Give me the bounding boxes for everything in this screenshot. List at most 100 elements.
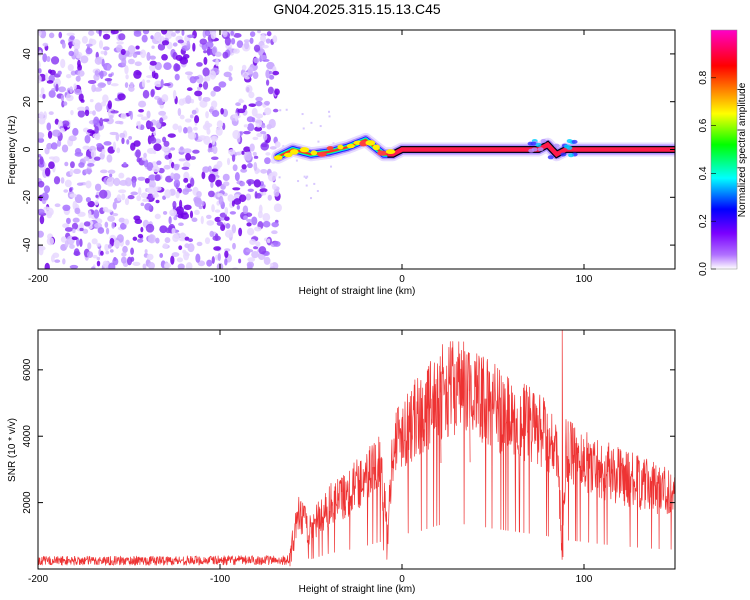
noise-speckle — [177, 125, 183, 133]
noise-speckle — [145, 121, 154, 128]
noise-speckle — [116, 41, 124, 45]
noise-speckle — [169, 209, 177, 217]
noise-speckle — [104, 243, 110, 252]
noise-speckle — [156, 160, 162, 166]
noise-speckle — [82, 145, 90, 150]
noise-speckle — [82, 228, 89, 234]
noise-speckle — [172, 173, 181, 181]
noise-speckle — [244, 41, 250, 50]
noise-speckle — [274, 88, 280, 96]
ridge-blob — [365, 140, 376, 146]
noise-speckle — [249, 143, 255, 152]
noise-speckle — [265, 38, 271, 44]
noise-speckle — [46, 56, 51, 63]
noise-speckle — [146, 161, 154, 171]
noise-speckle — [102, 260, 109, 268]
noise-speckle — [268, 70, 273, 75]
noise-speckle — [105, 227, 110, 235]
noise-speckle — [119, 179, 128, 186]
colorbar-frame — [710, 29, 738, 270]
spectrogram-x-tick-label: 100 — [576, 274, 593, 285]
noise-speckle — [153, 72, 159, 80]
noise-speckle — [68, 135, 77, 142]
noise-speckle — [118, 172, 125, 179]
noise-speckle — [146, 51, 151, 61]
noise-speckle — [230, 30, 235, 36]
noise-speckle — [94, 102, 103, 112]
spectrogram-x-ticks: -200 -100 0 100 — [28, 30, 593, 285]
noise-speckle — [249, 238, 257, 246]
noise-speckle — [159, 117, 164, 124]
noise-speckle — [177, 39, 184, 44]
noise-speckle — [245, 193, 252, 201]
noise-speckle — [61, 144, 69, 153]
noise-speckle — [199, 99, 208, 108]
noise-speckle — [220, 223, 226, 232]
noise-speckle — [227, 194, 234, 203]
noise-speckle — [253, 179, 261, 188]
spectrogram-x-label: Height of straight line (km) — [299, 286, 416, 297]
noise-speckle — [69, 35, 75, 40]
noise-speckle — [109, 131, 119, 136]
noise-speckle — [173, 164, 180, 171]
noise-speckle — [104, 78, 113, 82]
noise-speckle — [61, 42, 66, 49]
noise-speckle — [263, 100, 271, 106]
noise-speckle — [319, 125, 322, 128]
noise-speckle — [72, 127, 79, 136]
noise-speckle — [212, 145, 218, 155]
noise-speckle — [89, 98, 94, 103]
noise-speckle — [194, 197, 202, 207]
noise-speckle — [262, 213, 271, 222]
noise-speckle — [76, 182, 84, 186]
noise-speckle — [96, 256, 101, 261]
noise-speckle — [118, 33, 126, 41]
noise-speckle — [48, 161, 55, 169]
noise-speckle — [85, 196, 91, 203]
noise-speckle — [87, 242, 92, 250]
snr-y-tick-label: 6000 — [22, 358, 33, 381]
noise-speckle — [242, 205, 249, 215]
noise-speckle — [185, 95, 192, 104]
noise-speckle — [149, 126, 156, 132]
noise-speckle — [42, 42, 49, 47]
noise-speckle — [130, 247, 134, 255]
noise-speckle — [222, 173, 230, 182]
snr-y-ticks: 2000 4000 6000 — [22, 358, 675, 514]
figure-title: GN04.2025.315.15.13.C45 — [273, 1, 441, 17]
noise-speckle — [191, 109, 197, 115]
noise-speckle — [121, 193, 126, 201]
noise-speckle — [235, 102, 241, 107]
noise-speckle — [45, 72, 49, 82]
noise-speckle — [181, 30, 185, 36]
noise-speckle — [55, 83, 59, 92]
noise-speckle — [273, 240, 281, 247]
noise-speckle — [48, 90, 56, 98]
noise-speckle — [87, 79, 97, 85]
noise-speckle — [147, 261, 155, 269]
noise-speckle — [211, 168, 219, 172]
noise-speckle — [38, 154, 42, 158]
noise-speckle — [99, 169, 108, 174]
noise-speckle — [100, 50, 105, 55]
noise-speckle — [154, 80, 163, 88]
noise-speckle — [305, 184, 308, 187]
noise-speckle — [199, 38, 208, 45]
ridge-blob — [530, 141, 537, 146]
noise-speckle — [267, 86, 274, 95]
noise-speckle — [109, 114, 114, 119]
noise-speckle — [187, 132, 197, 140]
noise-speckle — [259, 188, 268, 193]
noise-speckle — [202, 67, 210, 77]
noise-speckle — [173, 179, 181, 188]
noise-speckle — [168, 152, 173, 159]
noise-speckle — [94, 200, 99, 206]
noise-speckle-region — [38, 30, 335, 269]
noise-speckle — [204, 237, 211, 245]
noise-speckle — [215, 179, 222, 187]
noise-speckle — [211, 256, 215, 264]
noise-speckle — [83, 156, 90, 162]
noise-speckle — [100, 101, 107, 107]
noise-speckle — [96, 242, 101, 247]
noise-speckle — [118, 189, 127, 194]
